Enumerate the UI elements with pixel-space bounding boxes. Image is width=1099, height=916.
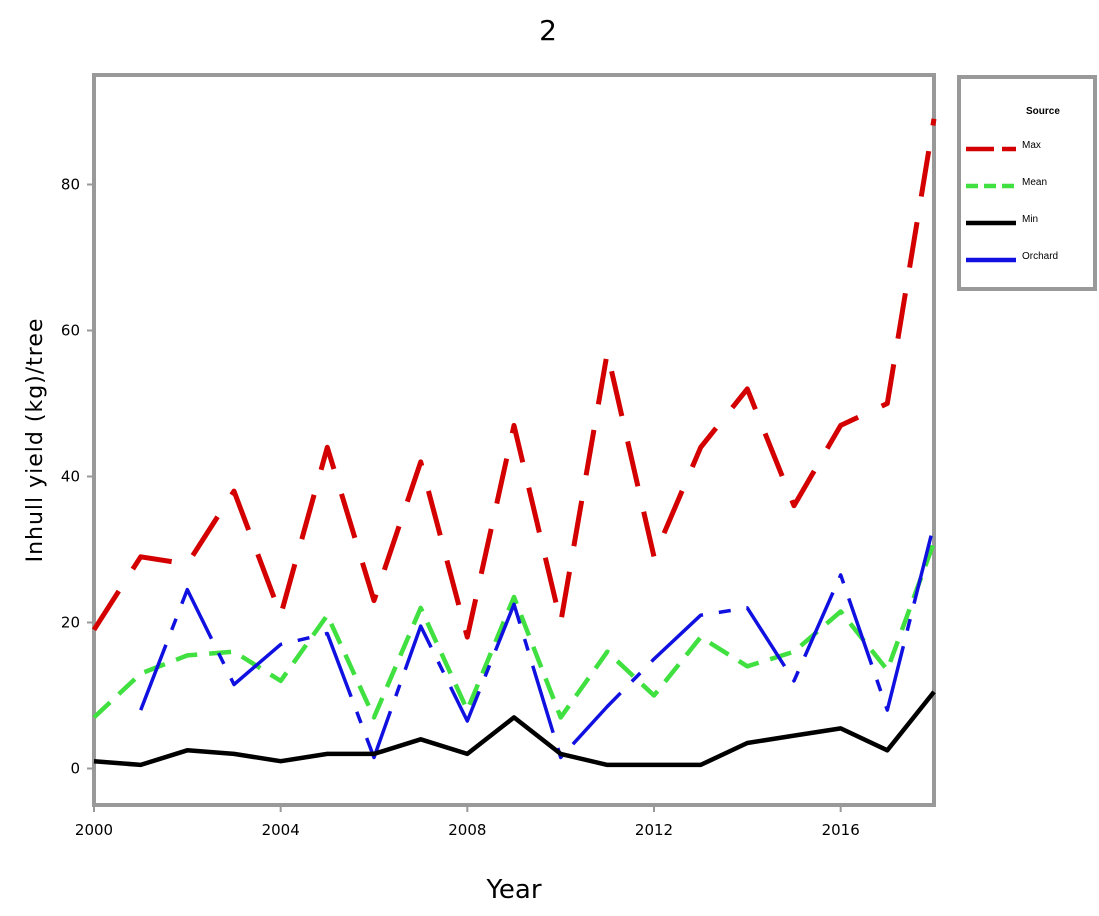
legend-label: Max (1022, 140, 1041, 151)
y-axis-ticks: 0 20 40 60 80 (61, 176, 94, 778)
series-layer (91, 118, 937, 768)
y-axis-title: Inhull yield (kg)/tree (23, 318, 48, 563)
legend-items: Max Mean Min Orchard (966, 140, 1058, 263)
series-line-max (91, 118, 937, 640)
x-tick-label: 2012 (635, 821, 673, 839)
x-axis-title: Year (485, 875, 541, 905)
series-line-orchard (139, 523, 936, 760)
x-tick-label: 2008 (448, 821, 486, 839)
y-tick-label: 80 (61, 176, 80, 194)
legend-label: Min (1022, 214, 1038, 225)
legend-label: Orchard (1022, 251, 1058, 262)
y-tick-label: 40 (61, 468, 80, 486)
legend: Source Max Mean Min Orchard (957, 75, 1097, 291)
y-tick-label: 20 (61, 614, 80, 632)
x-axis-ticks: 2000 2004 2008 2012 2016 (75, 805, 860, 839)
series-line-min (93, 690, 936, 768)
legend-title: Source (1026, 106, 1060, 117)
legend-item-mean: Mean (966, 177, 1047, 189)
legend-frame (957, 75, 1097, 291)
legend-item-orchard: Orchard (966, 251, 1058, 263)
legend-item-max: Max (966, 140, 1041, 152)
y-tick-label: 60 (61, 322, 80, 340)
chart-title: 2 (539, 14, 557, 47)
series-line-mean (92, 541, 937, 720)
plot-frame (92, 73, 936, 807)
x-tick-label: 2000 (75, 821, 113, 839)
x-tick-label: 2016 (822, 821, 860, 839)
legend-item-min: Min (966, 214, 1038, 226)
y-tick-label: 0 (70, 760, 80, 778)
legend-label: Mean (1022, 177, 1047, 188)
x-tick-label: 2004 (262, 821, 300, 839)
